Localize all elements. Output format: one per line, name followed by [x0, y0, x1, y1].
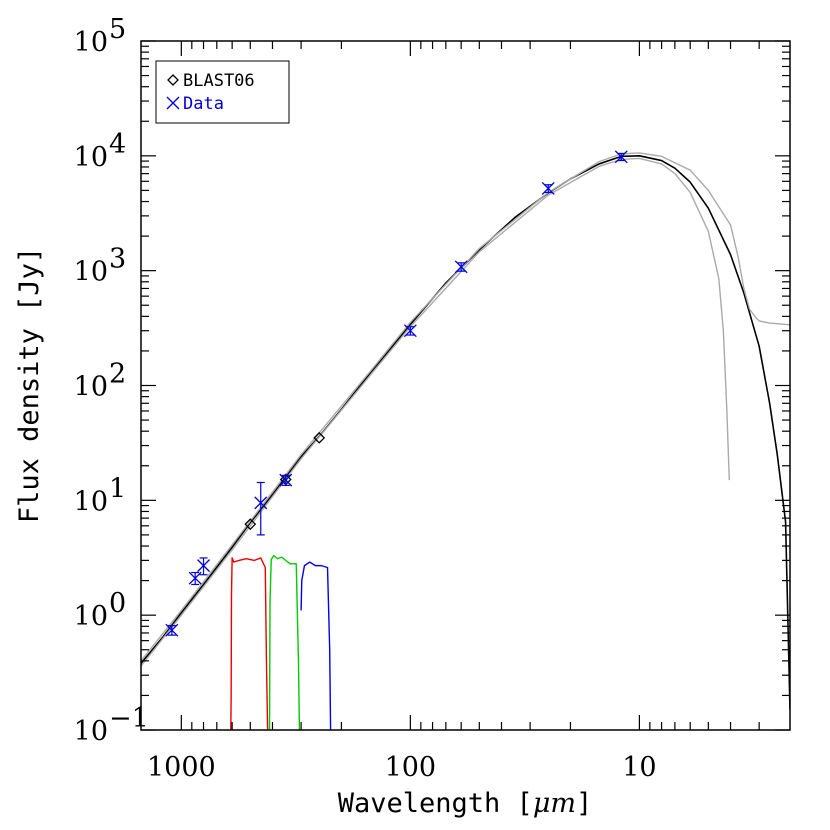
data-marker-b-0 — [165, 623, 179, 637]
legend-label-data: Data — [183, 94, 224, 114]
curves-layer — [141, 152, 790, 730]
y-tick-exponent-1: 0 — [109, 588, 126, 619]
bandpass-curve-green — [268, 554, 301, 730]
x-tick-label-0: 1000 — [147, 752, 216, 783]
data-marker-b-1 — [188, 571, 202, 585]
legend-box — [155, 60, 290, 124]
model-curve-2 — [141, 157, 730, 667]
y-tick-label-4: 10 — [74, 257, 108, 288]
x-tick-label-2: 10 — [622, 752, 656, 783]
ticks-layer — [141, 40, 790, 731]
points-layer — [165, 150, 628, 637]
y-tick-label-3: 10 — [74, 372, 108, 403]
blast06-point-2 — [313, 431, 326, 444]
data-point-2 — [197, 557, 210, 576]
axes-layer — [140, 40, 791, 731]
data-marker-b-8 — [614, 150, 628, 164]
data-point-0 — [165, 623, 179, 637]
y-tick-exponent-6: 5 — [109, 14, 126, 45]
legend-label-blast06: BLAST06 — [183, 71, 255, 91]
data-marker-b-5 — [403, 324, 417, 338]
data-point-8 — [614, 150, 628, 164]
data-marker-b-2 — [197, 559, 210, 573]
data-point-4 — [279, 473, 293, 487]
legend-diamond-marker — [167, 74, 179, 86]
data-marker-b-6 — [454, 260, 468, 274]
y-tick-label-0: 10 — [74, 716, 108, 747]
data-marker-b-7 — [541, 181, 555, 195]
model-curve-0 — [141, 155, 790, 710]
data-point-1 — [188, 571, 202, 586]
y-tick-label-5: 10 — [74, 142, 108, 173]
y-tick-label-6: 10 — [74, 27, 108, 58]
y-tick-exponent-2: 1 — [109, 473, 126, 504]
legend-x-marker — [166, 96, 180, 110]
y-tick-exponent-4: 3 — [109, 244, 126, 275]
model-curve-1 — [141, 152, 790, 662]
data-point-7 — [541, 181, 555, 195]
x-tick-label-1: 100 — [385, 752, 437, 783]
y-tick-exponent-3: 2 — [109, 359, 126, 390]
blast06-point-0 — [244, 518, 257, 531]
legend: BLAST06 Data — [155, 60, 290, 124]
y-axis-title: Flux density [Jy] — [14, 247, 45, 523]
y-tick-label-2: 10 — [74, 486, 108, 517]
plot-frame — [140, 40, 791, 731]
x-axis-title: Wavelength [μm] — [338, 788, 593, 819]
bandpass-curve-red — [230, 557, 269, 730]
data-marker-b-3 — [254, 496, 268, 510]
y-tick-label-1: 10 — [74, 601, 108, 632]
data-point-3 — [254, 481, 268, 536]
y-tick-exponent-0: −1 — [109, 703, 149, 734]
data-point-6 — [454, 260, 468, 274]
data-point-5 — [403, 324, 417, 338]
data-marker-b-4 — [279, 473, 293, 487]
bandpass-curve-blue — [300, 561, 332, 730]
y-tick-exponent-5: 4 — [109, 129, 126, 160]
